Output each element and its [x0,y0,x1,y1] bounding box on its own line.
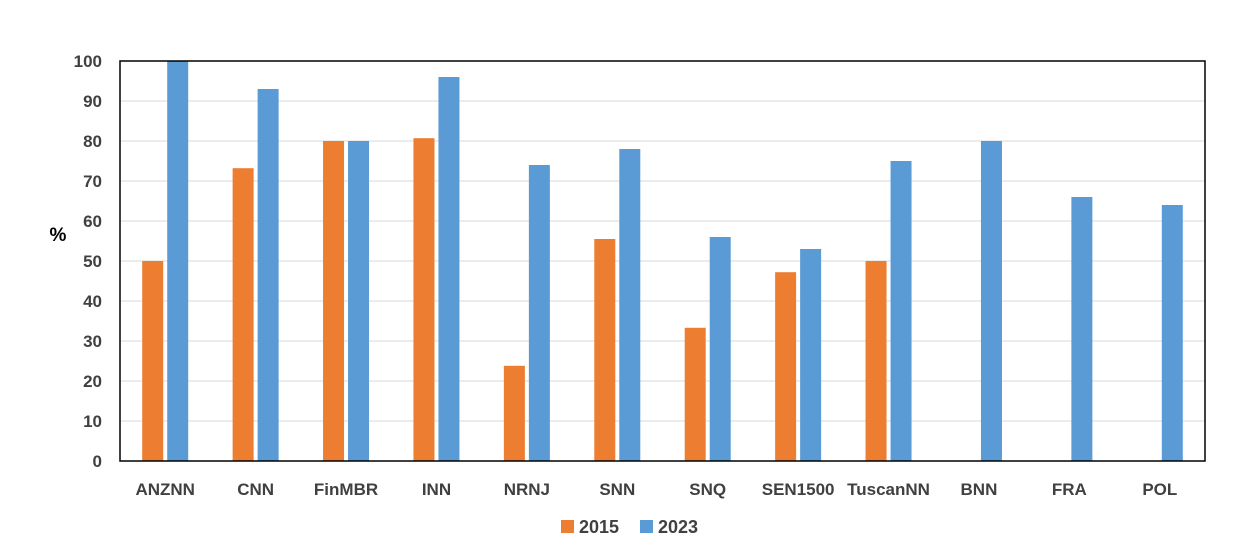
y-tick-label: 10 [83,412,102,431]
bar-2015-tuscannn [865,261,887,461]
bar-2023-anznn [167,61,189,461]
y-tick-label: 40 [83,292,102,311]
gridlines [120,100,1205,422]
legend-label-2023: 2023 [658,517,698,537]
x-category-label: CNN [237,480,274,499]
x-category-label: FRA [1052,480,1087,499]
x-category-label: ANZNN [135,480,195,499]
bar-2015-snq [684,327,706,461]
bar-2015-anznn [142,261,164,461]
legend: 2015 2023 [561,517,698,537]
y-tick-label: 60 [83,212,102,231]
bar-2023-tuscannn [890,161,912,461]
bar-2023-sen1500 [800,249,822,461]
bar-2023-fra [1071,197,1093,461]
bar-2023-cnn [257,89,279,461]
bar-2015-finmbr [323,141,345,461]
x-category-label: SEN1500 [762,480,835,499]
y-axis-label: % [50,225,67,246]
y-tick-label: 90 [83,92,102,111]
x-category-label: TuscanNN [847,480,930,499]
bar-2015-snn [594,239,616,461]
bar-2023-snq [709,237,731,461]
bar-2023-inn [438,77,460,461]
y-tick-label: 0 [93,452,102,471]
legend-label-2015: 2015 [579,517,619,537]
legend-swatch-2023 [640,520,653,533]
y-tick-label: 20 [83,372,102,391]
x-category-label: INN [422,480,451,499]
bar-2023-finmbr [348,141,370,461]
plot-area-frame [119,60,1206,462]
bar-2023-nrnj [528,165,550,461]
bar-2015-nrnj [503,365,525,461]
legend-swatch-2015 [561,520,574,533]
bar-2023-pol [1161,205,1183,461]
x-category-label: FinMBR [314,480,378,499]
bar-2023-bnn [980,141,1002,461]
y-tick-label: 30 [83,332,102,351]
x-category-label: BNN [961,480,998,499]
y-tick-label: 100 [74,52,102,71]
bars [142,61,1183,461]
y-axis-ticks: 0 10 20 30 40 50 60 70 80 90 100 [74,52,102,471]
x-axis-categories: ANZNN CNN FinMBR INN NRNJ SNN SNQ SEN1500 Tuscan… [135,480,1177,499]
x-category-label: NRNJ [504,480,550,499]
x-category-label: SNN [599,480,635,499]
bar-2015-sen1500 [775,272,797,461]
x-category-label: SNQ [689,480,726,499]
bar-2023-snn [619,149,641,461]
y-tick-label: 50 [83,252,102,271]
bar-2015-cnn [232,168,254,461]
y-tick-label: 70 [83,172,102,191]
y-tick-label: 80 [83,132,102,151]
x-category-label: POL [1142,480,1177,499]
bar-2015-inn [413,138,435,461]
